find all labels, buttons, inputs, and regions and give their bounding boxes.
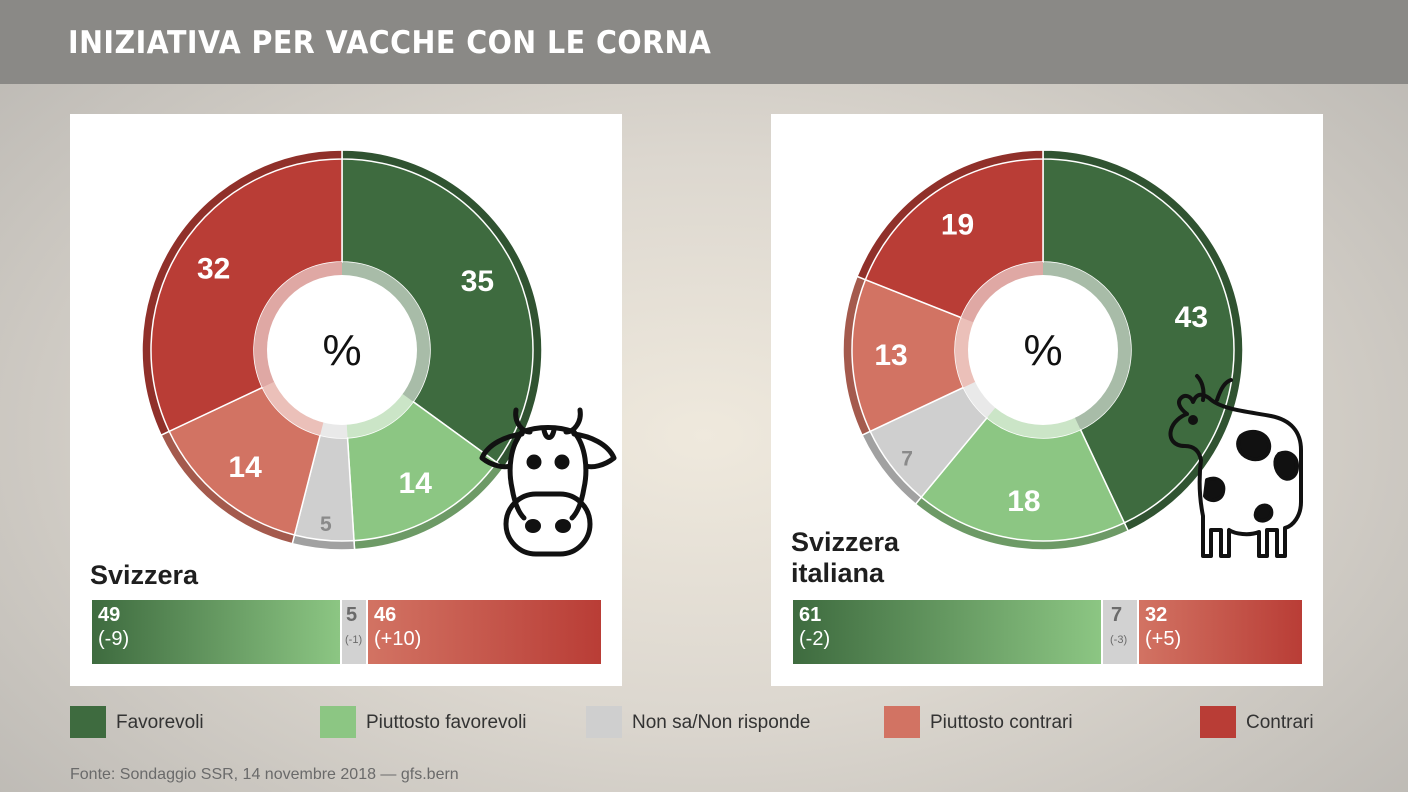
pie-slice-rim-contrari [856,149,1044,281]
donut-chart-svizzera-italiana: 43 18 7 13 19 % [842,149,1303,558]
pie-slice-inner-contrari [254,262,342,388]
pie-value-label: 14 [399,467,433,500]
pie-value-label: 13 [874,339,907,372]
pie-slice-inner-piuttosto-contrari [262,381,324,436]
cow-icon [1168,374,1303,558]
summary-bar-svizzera-italiana: 61 (-2) 7 (-3) 32 (+5) [793,600,1302,664]
pie-value-label: 14 [228,451,262,484]
pie-slice-inner-non-sa [320,421,348,438]
legend-swatch [1200,706,1236,738]
summary-diff: (+5) [1145,628,1182,650]
summary-segment-contrari: 32 (+5) [1139,600,1302,664]
summary-diff: (-1) [345,634,363,646]
legend-label: Piuttosto contrari [930,712,1073,733]
pie-slice-inner-piuttosto-favorevoli [986,407,1081,439]
center-percent-label: % [322,326,361,375]
pie-value-label: 35 [461,265,494,298]
pie-value-label: 32 [197,253,230,286]
region-name-svizzera: Svizzera [90,560,199,590]
donut-hole [968,275,1118,425]
pie-slice-inner-non-sa [963,381,996,418]
region-name-svizzera-italiana: Svizzera italiana [791,527,900,588]
legend-label: Favorevoli [116,712,204,733]
summary-segment-contrari: 46 (+10) [368,600,601,664]
legend-swatch [884,706,920,738]
page-title: INIZIATIVA PER VACCHE CON LE CORNA [68,25,712,61]
legend-label: Piuttosto favorevoli [366,712,527,733]
cow-face-icon [479,407,617,557]
legend-label: Non sa/Non risponde [632,712,811,733]
summary-diff: (+10) [374,628,422,650]
legend-swatch [586,706,622,738]
pie-value-label: 5 [320,513,332,536]
summary-segment-favorevoli: 61 (-2) [793,600,1101,664]
summary-diff: (-2) [799,628,831,650]
pie-value-label: 43 [1175,301,1208,334]
legend-swatch [320,706,356,738]
legend-label: Contrari [1246,712,1314,733]
pie-slice-inner-piuttosto-favorevoli [346,393,414,438]
summary-segment-non-sa: 5 (-1) [342,600,366,664]
pie-value-label: 7 [901,447,913,470]
chart-panel-svizzera: 35 14 5 14 32 % Svizzera 49 (-9) 5 (-1) 46 (… [70,114,622,686]
legend-swatch [70,706,106,738]
summary-value: 7 [1111,604,1123,626]
chart-panel-svizzera-italiana: 43 18 7 13 19 % Svizzera italiana 61 (-2) 7 … [771,114,1323,686]
header-bar: INIZIATIVA PER VACCHE CON LE CORNA [0,0,1408,84]
summary-diff: (-3) [1110,634,1128,646]
summary-value: 46 [374,604,397,626]
summary-value: 32 [1145,604,1168,626]
summary-segment-non-sa: 7 (-3) [1103,600,1137,664]
donut-hole [267,275,417,425]
pie-value-label: 18 [1007,485,1040,518]
donut-chart-svizzera: 35 14 5 14 32 % [141,149,617,557]
summary-value: 49 [98,604,121,626]
source-note: Fonte: Sondaggio SSR, 14 novembre 2018 —… [70,766,459,783]
pie-slice-inner-favorevoli [342,262,430,402]
pie-value-label: 19 [941,208,974,241]
center-percent-label: % [1023,326,1062,375]
summary-segment-favorevoli: 49 (-9) [92,600,340,664]
summary-bar-svizzera: 49 (-9) 5 (-1) 46 (+10) [92,600,601,664]
summary-value: 5 [346,604,358,626]
pie-slice-inner-favorevoli [1043,262,1131,430]
summary-diff: (-9) [98,628,130,650]
summary-value: 61 [799,604,822,626]
pie-slice-rim-contrari [141,149,343,437]
